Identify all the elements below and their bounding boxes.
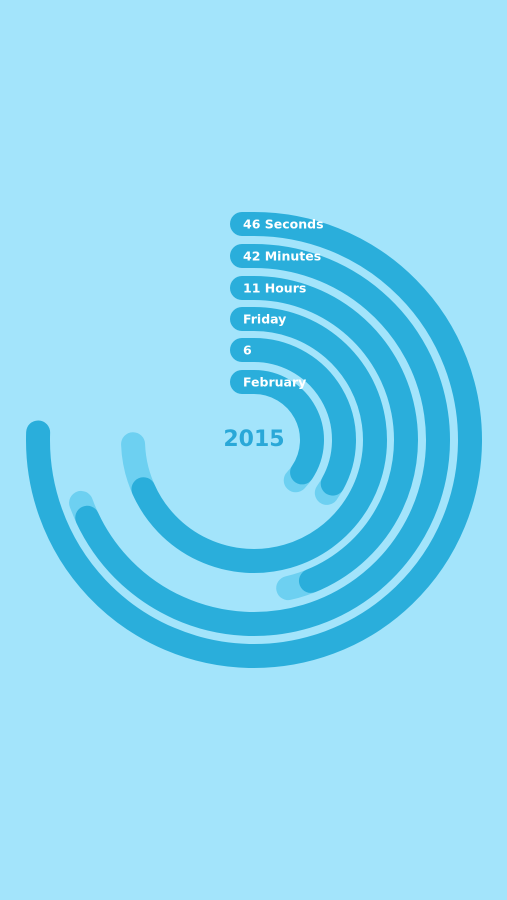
ring-arc: [230, 338, 356, 496]
ring-label: 42 Minutes: [243, 249, 321, 264]
ring-labels: 46 Seconds 42 Minutes 11 Hours Friday 6 Febru…: [243, 217, 324, 390]
ring-label: Friday: [243, 312, 286, 327]
ring-arc: [75, 244, 450, 636]
ring-label: 11 Hours: [243, 281, 306, 296]
ring-label: February: [243, 375, 306, 390]
year: 2015: [223, 427, 284, 452]
ring-label: 6: [243, 343, 252, 358]
ring-arc: [230, 370, 324, 485]
ring-arc: [26, 212, 482, 668]
ring-arcs: [26, 212, 482, 668]
ring-arc: [131, 307, 387, 573]
ring-arc: [230, 276, 418, 593]
ring-label: 46 Seconds: [243, 217, 324, 232]
